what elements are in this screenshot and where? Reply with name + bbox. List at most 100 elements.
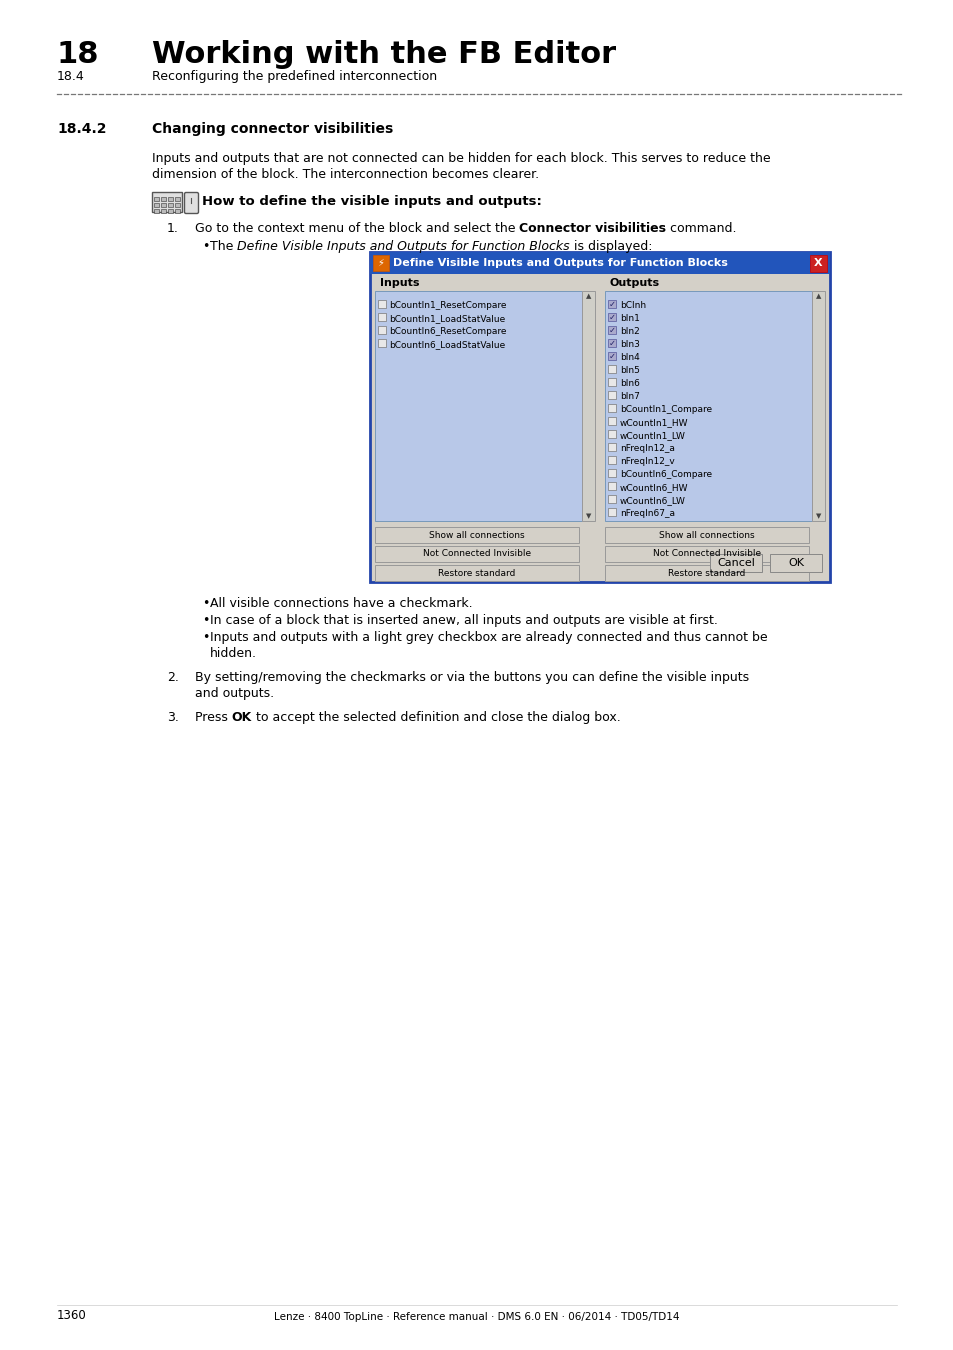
Bar <box>604 292 811 521</box>
Text: By setting/removing the checkmarks or via the buttons you can define the visible: By setting/removing the checkmarks or vi… <box>194 671 748 684</box>
Bar <box>607 443 616 451</box>
Bar <box>174 209 180 213</box>
Text: 1360: 1360 <box>57 1310 87 1322</box>
Text: bCountIn1_ResetCompare: bCountIn1_ResetCompare <box>389 301 506 310</box>
Bar <box>607 339 616 347</box>
Text: ▼: ▼ <box>585 513 591 518</box>
Text: bIn4: bIn4 <box>619 352 639 362</box>
Bar <box>607 392 616 400</box>
Text: Inputs and outputs with a light grey checkbox are already connected and thus can: Inputs and outputs with a light grey che… <box>210 630 767 644</box>
Bar <box>168 197 172 201</box>
Text: ▲: ▲ <box>585 293 591 298</box>
Text: •: • <box>202 614 209 626</box>
Text: Restore standard: Restore standard <box>668 568 745 578</box>
Bar <box>607 404 616 412</box>
Text: Inputs: Inputs <box>379 278 419 288</box>
Text: Not Connected Invisible: Not Connected Invisible <box>422 549 531 559</box>
Bar <box>607 364 616 373</box>
Text: 1.: 1. <box>167 221 178 235</box>
Text: Show all connections: Show all connections <box>429 531 524 540</box>
Bar <box>153 209 159 213</box>
Bar <box>174 202 180 207</box>
Bar <box>377 339 386 347</box>
Text: ▼: ▼ <box>815 513 821 518</box>
Text: bIn2: bIn2 <box>619 327 639 336</box>
Text: Connector visibilities: Connector visibilities <box>519 221 666 235</box>
Text: bCountIn1_Compare: bCountIn1_Compare <box>619 405 711 414</box>
Bar <box>607 325 616 333</box>
Text: hidden.: hidden. <box>210 647 256 660</box>
Bar <box>581 292 595 521</box>
Bar <box>161 209 166 213</box>
FancyBboxPatch shape <box>184 193 198 213</box>
Bar <box>607 352 616 360</box>
Text: All visible connections have a checkmark.: All visible connections have a checkmark… <box>210 597 472 610</box>
Text: dimension of the block. The interconnection becomes clearer.: dimension of the block. The interconnect… <box>152 167 538 181</box>
Text: In case of a block that is inserted anew, all inputs and outputs are visible at : In case of a block that is inserted anew… <box>210 614 717 626</box>
Text: and outputs.: and outputs. <box>194 687 274 701</box>
Text: X: X <box>813 258 821 269</box>
Bar <box>607 482 616 490</box>
Bar <box>377 325 386 333</box>
Text: Define Visible Inputs and Outputs for Function Blocks: Define Visible Inputs and Outputs for Fu… <box>393 258 727 269</box>
Bar <box>375 545 578 562</box>
Bar <box>153 202 159 207</box>
Bar <box>607 468 616 477</box>
Text: Working with the FB Editor: Working with the FB Editor <box>152 40 616 69</box>
Text: bIn1: bIn1 <box>619 315 639 323</box>
Bar <box>375 526 578 543</box>
Text: ✓: ✓ <box>608 312 615 321</box>
Text: Reconfiguring the predefined interconnection: Reconfiguring the predefined interconnec… <box>152 70 436 82</box>
Bar <box>153 197 159 201</box>
Bar <box>607 456 616 464</box>
Bar <box>607 495 616 504</box>
Text: 18.4.2: 18.4.2 <box>57 122 107 136</box>
Text: ✓: ✓ <box>608 300 615 309</box>
Bar <box>152 192 182 212</box>
Text: ✓: ✓ <box>608 325 615 335</box>
Text: ✓: ✓ <box>608 351 615 360</box>
Text: Show all connections: Show all connections <box>659 531 754 540</box>
Bar <box>607 508 616 516</box>
Bar <box>161 197 166 201</box>
Text: nFreqIn12_v: nFreqIn12_v <box>619 458 674 466</box>
Bar <box>709 554 761 572</box>
Text: Inputs and outputs that are not connected can be hidden for each block. This ser: Inputs and outputs that are not connecte… <box>152 153 770 165</box>
Text: Go to the context menu of the block and select the: Go to the context menu of the block and … <box>194 221 519 235</box>
Text: nFreqIn67_a: nFreqIn67_a <box>619 509 675 518</box>
Text: How to define the visible inputs and outputs:: How to define the visible inputs and out… <box>202 194 541 208</box>
Text: wCountIn6_HW: wCountIn6_HW <box>619 483 688 491</box>
Text: Press: Press <box>194 711 232 724</box>
Text: bCountIn6_ResetCompare: bCountIn6_ResetCompare <box>389 327 506 336</box>
Bar <box>604 566 808 580</box>
Bar <box>377 300 386 308</box>
Text: bCountIn6_Compare: bCountIn6_Compare <box>619 470 711 479</box>
Bar <box>607 378 616 386</box>
Bar <box>373 255 389 271</box>
Bar <box>375 566 578 580</box>
Text: ▲: ▲ <box>815 293 821 298</box>
Text: Cancel: Cancel <box>717 558 754 568</box>
Bar <box>769 554 821 572</box>
Text: •: • <box>202 597 209 610</box>
Text: bIn7: bIn7 <box>619 392 639 401</box>
Text: •: • <box>202 630 209 644</box>
Text: •: • <box>202 240 209 252</box>
Text: bCountIn1_LoadStatValue: bCountIn1_LoadStatValue <box>389 315 505 323</box>
Text: OK: OK <box>232 711 252 724</box>
Text: The: The <box>210 240 237 252</box>
Text: Changing connector visibilities: Changing connector visibilities <box>152 122 393 136</box>
Text: 18: 18 <box>57 40 99 69</box>
Text: is displayed:: is displayed: <box>569 240 652 252</box>
Bar <box>607 431 616 437</box>
Bar <box>174 197 180 201</box>
Bar <box>604 545 808 562</box>
Text: to accept the selected definition and close the dialog box.: to accept the selected definition and cl… <box>252 711 620 724</box>
Bar <box>607 300 616 308</box>
Text: wCountIn6_LW: wCountIn6_LW <box>619 495 685 505</box>
Text: ⚡: ⚡ <box>377 258 384 269</box>
Text: 18.4: 18.4 <box>57 70 85 82</box>
Text: nFreqIn12_a: nFreqIn12_a <box>619 444 674 454</box>
Bar <box>370 252 829 582</box>
Text: OK: OK <box>787 558 803 568</box>
